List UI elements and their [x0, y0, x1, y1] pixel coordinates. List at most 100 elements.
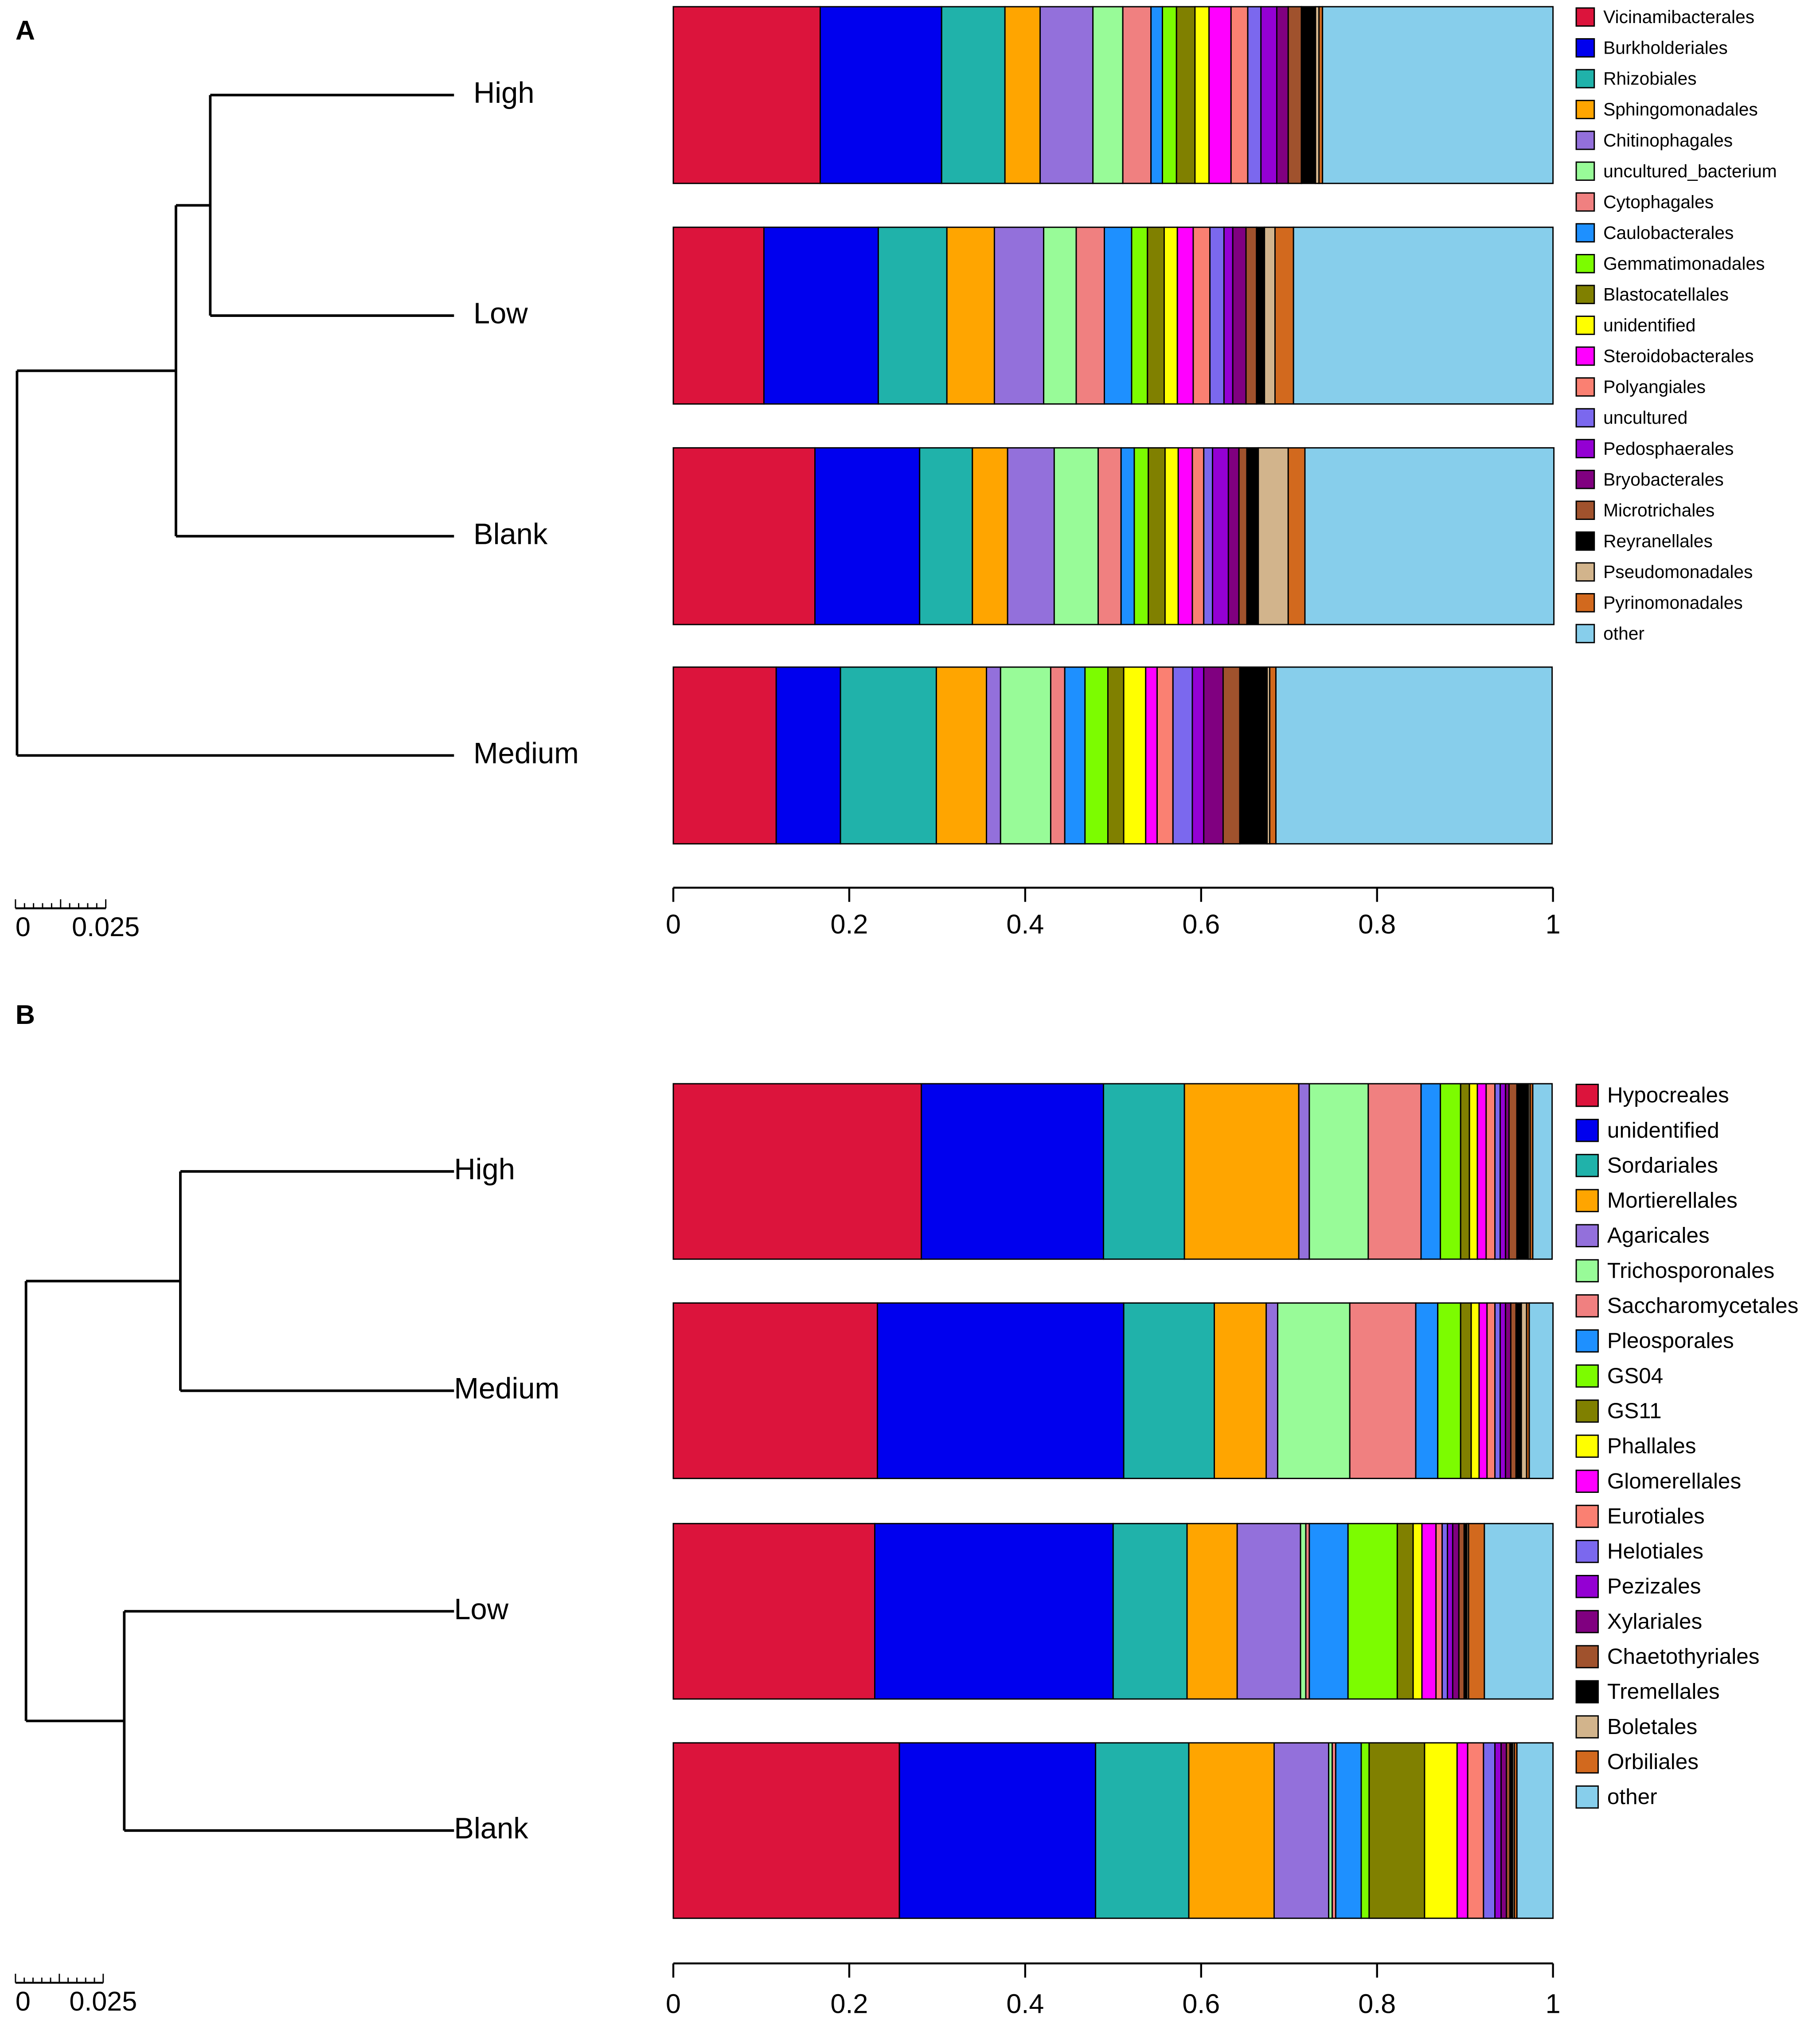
bar-segment	[1039, 6, 1094, 184]
bar-segment	[1191, 447, 1205, 625]
bar-segment	[1007, 447, 1055, 625]
bar-segment	[1435, 1523, 1443, 1700]
legend-swatch	[1575, 1610, 1599, 1633]
bar-segment	[1494, 1742, 1502, 1919]
bar-segment	[840, 666, 937, 845]
legend-swatch	[1575, 1469, 1599, 1493]
bar-segment	[1156, 666, 1174, 845]
bar-segment	[1515, 1302, 1522, 1479]
category-label: Low	[454, 1593, 508, 1626]
bar-segment	[1209, 227, 1225, 405]
bar-segment	[672, 227, 765, 405]
bar-segment	[1236, 1523, 1301, 1700]
legend-label: Caulobacterales	[1603, 223, 1734, 243]
bar-segment	[1349, 1302, 1417, 1479]
legend-label: Pedosphaerales	[1603, 438, 1734, 459]
bar-segment	[1227, 447, 1240, 625]
legend-swatch	[1575, 593, 1595, 613]
bar-segment	[1223, 227, 1234, 405]
bar-segment	[1107, 666, 1125, 845]
bar-segment	[1092, 6, 1124, 184]
bar-segment	[1269, 666, 1277, 845]
bar-segment	[1122, 6, 1152, 184]
legend-swatch	[1575, 192, 1595, 212]
legend-label: Pleosporales	[1607, 1328, 1734, 1353]
x-tick-label: 0	[666, 909, 681, 939]
bar-segment	[1304, 447, 1555, 625]
bar-segment	[1360, 1742, 1370, 1919]
legend-swatch	[1575, 161, 1595, 181]
bar-segment	[1421, 1523, 1437, 1700]
legend-label: Sordariales	[1607, 1153, 1718, 1177]
legend-label: Rhizobiales	[1603, 68, 1696, 89]
bar-segment	[672, 447, 816, 625]
bar-segment	[1508, 1083, 1518, 1260]
bar-segment	[935, 666, 987, 845]
legend-swatch	[1575, 1539, 1599, 1563]
legend-label: Reyranellales	[1603, 531, 1713, 551]
bar-segment	[1239, 666, 1268, 845]
bar-segment	[1163, 227, 1178, 405]
bar-segment	[1467, 1742, 1484, 1919]
bar-segment	[1415, 1302, 1439, 1479]
bar-segment	[1238, 447, 1248, 625]
legend-label: Pezizales	[1607, 1574, 1701, 1598]
bar-segment	[1287, 447, 1306, 625]
bar-segment	[1470, 1302, 1480, 1479]
legend-swatch	[1575, 408, 1595, 428]
bar-segment	[1232, 227, 1247, 405]
x-tick-label: 0.2	[830, 909, 868, 939]
bar-segment	[1500, 1742, 1507, 1919]
bar-segment	[1123, 666, 1147, 845]
bar-segment	[1000, 666, 1051, 845]
legend-swatch	[1575, 254, 1595, 273]
bar-segment	[1368, 1742, 1426, 1919]
bar-segment	[1194, 6, 1210, 184]
category-label: Medium	[454, 1372, 559, 1405]
bar-segment	[1420, 1083, 1441, 1260]
bar-segment	[1532, 1083, 1553, 1260]
bar-segment	[1300, 1523, 1307, 1700]
bar-segment	[1258, 447, 1289, 625]
bar-segment	[1277, 1302, 1351, 1479]
legend-swatch	[1575, 1119, 1599, 1142]
bar-segment	[1145, 666, 1158, 845]
bar-segment	[1147, 227, 1165, 405]
x-tick-label: 0	[666, 1989, 681, 2019]
bar-segment	[1164, 447, 1179, 625]
bar-segment	[1148, 447, 1166, 625]
bar-segment	[1458, 1523, 1465, 1700]
legend-label: Sphingomonadales	[1603, 99, 1758, 120]
bar-segment	[1322, 6, 1554, 184]
bar-segment	[1510, 1302, 1517, 1479]
legend-swatch	[1575, 1224, 1599, 1247]
legend-swatch	[1575, 1504, 1599, 1528]
bar-segment	[1222, 666, 1241, 845]
legend-label: Burkholderiales	[1603, 38, 1728, 58]
bar-segment	[1424, 1742, 1458, 1919]
bar-segment	[1500, 1302, 1506, 1479]
bar-segment	[672, 1302, 878, 1479]
scale-label: 0.025	[69, 1986, 137, 2016]
bar-segment	[921, 1083, 1104, 1260]
bar-segment	[1484, 1523, 1554, 1700]
legend-swatch	[1575, 38, 1595, 58]
bar-segment	[1133, 447, 1149, 625]
legend-swatch	[1575, 377, 1595, 397]
bar-segment	[1301, 6, 1316, 184]
bar-segment	[1183, 1083, 1300, 1260]
legend-label: Blastocatellales	[1603, 284, 1729, 305]
x-tick-label: 0.4	[1006, 909, 1044, 939]
bar-segment	[1367, 1083, 1422, 1260]
legend-swatch	[1575, 100, 1595, 119]
x-tick-label: 1	[1546, 909, 1561, 939]
bar-segment	[775, 666, 841, 845]
bar-segment	[993, 227, 1044, 405]
scale-label: 0	[16, 1986, 31, 2016]
bar-segment	[672, 1083, 922, 1260]
legend-label: Chaetothyriales	[1607, 1644, 1760, 1669]
legend-swatch	[1575, 469, 1595, 489]
bar-segment	[898, 1742, 1097, 1919]
legend-label: Xylariales	[1607, 1609, 1702, 1633]
